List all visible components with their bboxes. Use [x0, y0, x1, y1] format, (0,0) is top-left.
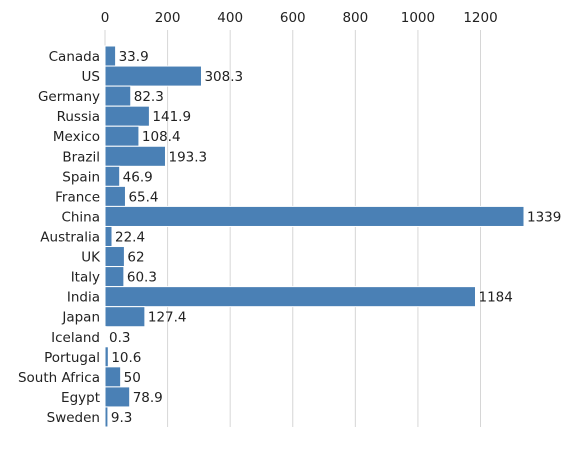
bar-south-africa	[104, 366, 122, 388]
bar-india	[104, 286, 476, 308]
category-label: France	[55, 189, 100, 205]
category-label: China	[61, 209, 100, 225]
bar-france	[104, 185, 126, 207]
x-axis-ticks: 0 200 400 600 800 1000 1200	[101, 10, 498, 26]
bars	[104, 45, 525, 428]
category-label: Egypt	[61, 390, 100, 406]
category-labels: Canada US Germany Russia Mexico Brazil Spain Fr…	[18, 49, 101, 426]
category-label: Japan	[61, 310, 100, 326]
x-tick-label: 600	[280, 10, 306, 26]
value-label: 33.9	[119, 49, 149, 65]
category-label: Canada	[49, 49, 100, 65]
x-tick-label: 1000	[401, 10, 435, 26]
category-label: South Africa	[18, 370, 100, 386]
value-label: 9.3	[111, 410, 132, 426]
x-tick-label: 0	[101, 10, 110, 26]
category-label: Mexico	[53, 129, 100, 145]
category-label: US	[82, 69, 100, 85]
value-label: 46.9	[123, 169, 153, 185]
value-labels: 33.9 308.3 82.3 141.9 108.4 193.3 46.9 65.4 1339…	[109, 49, 561, 426]
category-label: Portugal	[44, 350, 100, 366]
value-label: 308.3	[204, 69, 243, 85]
value-label: 50	[124, 370, 141, 386]
x-tick-label: 800	[342, 10, 368, 26]
bar-egypt	[104, 386, 131, 408]
value-label: 82.3	[134, 89, 164, 105]
value-label: 10.6	[111, 350, 141, 366]
bar-japan	[104, 306, 146, 328]
x-tick-label: 400	[217, 10, 243, 26]
category-label: Australia	[40, 230, 100, 246]
bar-brazil	[104, 145, 166, 167]
category-label: UK	[81, 250, 101, 266]
value-label: 65.4	[128, 189, 158, 205]
category-label: Iceland	[51, 330, 100, 346]
bar-russia	[104, 105, 150, 127]
value-label: 0.3	[109, 330, 130, 346]
value-label: 127.4	[148, 310, 187, 326]
bar-canada	[104, 45, 117, 67]
bar-iceland	[104, 326, 107, 348]
value-label: 60.3	[127, 270, 157, 286]
bar-portugal	[104, 346, 109, 368]
x-tick-label: 1200	[463, 10, 497, 26]
value-label: 22.4	[115, 230, 145, 246]
value-label: 193.3	[168, 149, 207, 165]
value-label: 1184	[478, 290, 512, 306]
category-label: Brazil	[62, 149, 100, 165]
category-label: Germany	[38, 89, 100, 105]
value-label: 108.4	[142, 129, 181, 145]
value-label: 1339	[527, 209, 561, 225]
value-label: 78.9	[133, 390, 163, 406]
bar-uk	[104, 246, 125, 268]
bar-australia	[104, 225, 113, 248]
category-label: India	[67, 290, 100, 306]
bar-mexico	[104, 125, 140, 147]
value-label: 62	[127, 250, 144, 266]
category-label: Sweden	[47, 410, 100, 426]
bar-italy	[104, 266, 125, 288]
bar-us	[104, 65, 202, 87]
bar-china	[104, 205, 525, 227]
category-label: Russia	[57, 109, 100, 125]
category-label: Italy	[71, 270, 100, 286]
x-tick-label: 200	[155, 10, 181, 26]
value-label: 141.9	[152, 109, 191, 125]
gridlines	[104, 30, 482, 427]
bar-sweden	[104, 406, 109, 428]
bar-spain	[104, 165, 121, 187]
category-label: Spain	[62, 169, 100, 185]
bar-germany	[104, 85, 132, 107]
